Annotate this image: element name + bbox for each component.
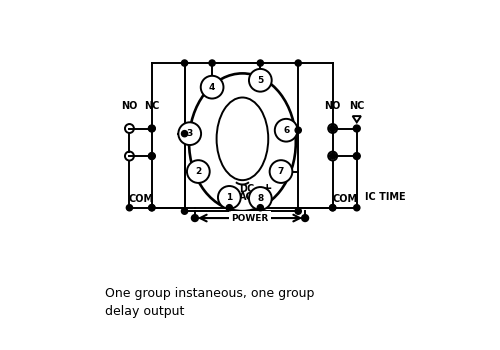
- Text: NC: NC: [349, 101, 364, 111]
- Circle shape: [330, 205, 336, 211]
- Circle shape: [249, 187, 272, 210]
- Circle shape: [148, 205, 155, 211]
- Text: NO: NO: [324, 101, 341, 111]
- Text: NO: NO: [122, 101, 138, 111]
- Circle shape: [148, 125, 156, 132]
- Polygon shape: [352, 116, 361, 122]
- Circle shape: [257, 60, 264, 66]
- Circle shape: [218, 186, 240, 209]
- Bar: [184, 63, 298, 211]
- Text: 6: 6: [283, 126, 290, 135]
- Circle shape: [182, 60, 188, 66]
- Text: NC: NC: [144, 101, 160, 111]
- Circle shape: [270, 160, 292, 183]
- Circle shape: [330, 125, 336, 132]
- Text: IC TIME: IC TIME: [366, 193, 406, 202]
- Circle shape: [354, 153, 360, 160]
- Circle shape: [354, 205, 360, 211]
- Text: 2: 2: [195, 167, 202, 176]
- Text: 4: 4: [209, 83, 216, 92]
- Circle shape: [209, 60, 215, 66]
- Circle shape: [148, 125, 155, 132]
- Text: One group instaneous, one group: One group instaneous, one group: [106, 287, 314, 300]
- Circle shape: [178, 122, 201, 145]
- Circle shape: [302, 215, 308, 222]
- Circle shape: [148, 153, 156, 160]
- Text: -: -: [224, 191, 228, 204]
- Circle shape: [249, 69, 272, 92]
- Circle shape: [148, 153, 155, 159]
- Text: COM: COM: [332, 194, 357, 204]
- Circle shape: [187, 160, 210, 183]
- Text: AC: AC: [239, 193, 254, 202]
- Text: -: -: [264, 191, 270, 204]
- Circle shape: [295, 60, 302, 66]
- Circle shape: [295, 208, 302, 214]
- Circle shape: [192, 215, 198, 222]
- Circle shape: [126, 205, 132, 211]
- Circle shape: [182, 131, 188, 137]
- Text: COM: COM: [129, 194, 154, 204]
- Text: -: -: [224, 182, 228, 195]
- Text: 3: 3: [186, 129, 193, 138]
- Circle shape: [354, 125, 360, 132]
- Circle shape: [182, 208, 188, 214]
- Circle shape: [226, 205, 232, 211]
- Text: 7: 7: [278, 167, 284, 176]
- Text: 1: 1: [226, 193, 232, 202]
- Circle shape: [275, 119, 297, 142]
- Text: POWER: POWER: [232, 214, 268, 223]
- Text: +: +: [262, 182, 272, 195]
- Text: DC: DC: [239, 184, 254, 194]
- Circle shape: [200, 76, 224, 99]
- Circle shape: [148, 205, 155, 211]
- Text: 8: 8: [257, 194, 264, 203]
- Circle shape: [330, 153, 336, 159]
- Circle shape: [330, 205, 336, 211]
- Text: delay output: delay output: [106, 304, 184, 317]
- Circle shape: [295, 127, 302, 133]
- Circle shape: [257, 205, 264, 211]
- Text: 5: 5: [257, 76, 264, 85]
